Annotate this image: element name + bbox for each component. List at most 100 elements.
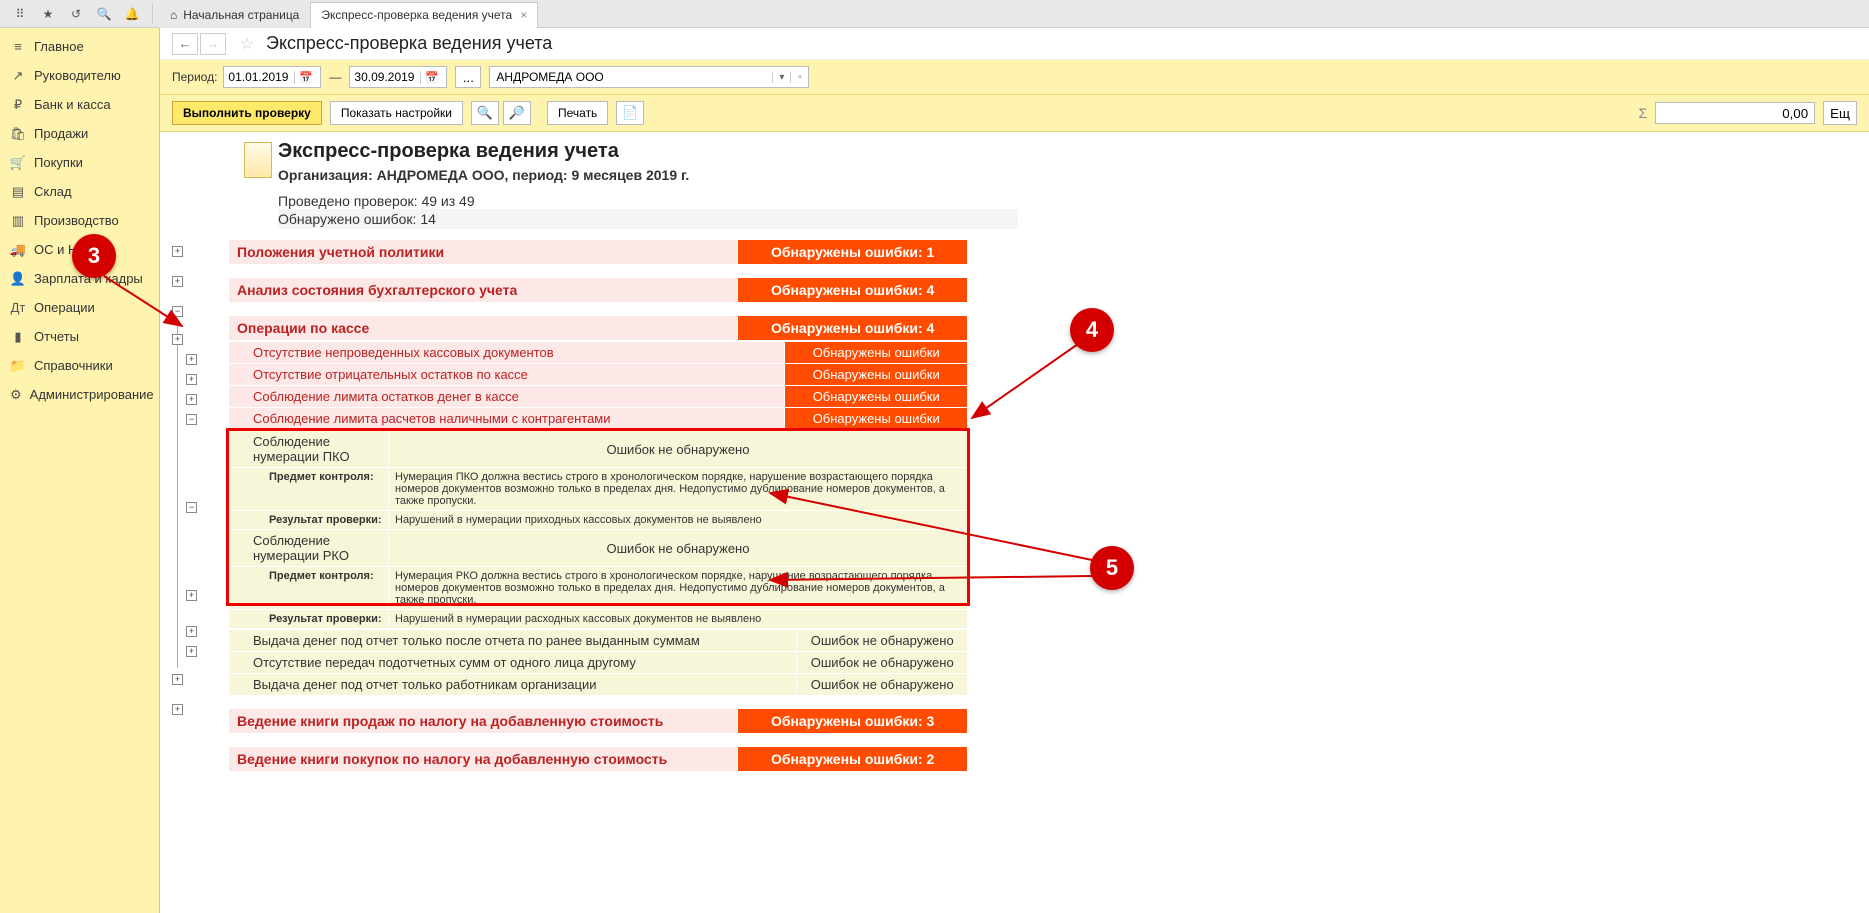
expander-plus[interactable]: + — [172, 246, 183, 257]
apps-icon[interactable]: ⠿ — [10, 4, 30, 24]
detail-label: Предмет контроля: — [229, 468, 389, 511]
expander-minus[interactable]: − — [172, 306, 183, 317]
sum-field[interactable] — [1655, 102, 1815, 124]
sidebar-item-label: Операции — [34, 300, 95, 315]
sidebar-item-label: Склад — [34, 184, 72, 199]
sub-status: Ошибок не обнаружено — [797, 630, 968, 652]
expander-plus[interactable]: + — [186, 394, 197, 405]
sidebar-icon: ▮ — [10, 329, 26, 345]
sub-name: Выдача денег под отчет только после отче… — [229, 630, 797, 652]
kassa-ok-rows: Выдача денег под отчет только после отче… — [228, 629, 968, 696]
expander-plus[interactable]: + — [186, 626, 197, 637]
sidebar-item-label: Продажи — [34, 126, 88, 141]
page-header: ← → ☆ Экспресс-проверка ведения учета — [160, 28, 1869, 60]
filter-bar: Период: 📅 — 📅 ... ▾ ▫ — [160, 60, 1869, 95]
date-from-field[interactable] — [224, 70, 294, 84]
sidebar-item-label: Справочники — [34, 358, 113, 373]
expander-minus[interactable]: − — [186, 414, 197, 425]
org-field[interactable] — [490, 70, 772, 84]
calendar-icon[interactable]: 📅 — [294, 71, 316, 84]
sidebar-item-12[interactable]: ⚙Администрирование — [0, 380, 159, 409]
expander-minus[interactable]: − — [186, 502, 197, 513]
section-table-kassa: Операции по кассе Обнаружены ошибки: 4 — [228, 315, 968, 341]
expander-plus[interactable]: + — [186, 374, 197, 385]
date-from-input[interactable]: 📅 — [223, 66, 321, 88]
zoom-in-icon[interactable]: 🔍 — [471, 101, 499, 125]
date-to-field[interactable] — [350, 70, 420, 84]
org-select[interactable]: ▾ ▫ — [489, 66, 809, 88]
sidebar-item-label: Покупки — [34, 155, 83, 170]
calendar-icon[interactable]: 📅 — [420, 71, 442, 84]
sidebar-item-0[interactable]: ≡Главное — [0, 32, 159, 61]
sidebar-icon: 👤 — [10, 271, 26, 287]
search-icon[interactable]: 🔍 — [94, 4, 114, 24]
tab-active-label: Экспресс-проверка ведения учета — [321, 8, 512, 22]
sidebar-item-2[interactable]: ₽Банк и касса — [0, 90, 159, 119]
expander-plus[interactable]: + — [186, 646, 197, 657]
sidebar-item-3[interactable]: 🛍Продажи — [0, 119, 159, 148]
sub-status: Обнаружены ошибки — [785, 386, 968, 408]
sidebar-item-label: Руководителю — [34, 68, 121, 83]
detail-label: Предмет контроля: — [229, 567, 389, 610]
sub-status: Ошибок не обнаружено — [797, 652, 968, 674]
annotation-marker-3: 3 — [72, 234, 116, 278]
period-picker-button[interactable]: ... — [455, 66, 481, 88]
favorite-icon[interactable]: ☆ — [236, 33, 258, 55]
detail-label: Результат проверки: — [229, 511, 389, 530]
history-icon[interactable]: ↺ — [66, 4, 86, 24]
star-icon[interactable]: ★ — [38, 4, 58, 24]
sub-status: Обнаружены ошибки — [785, 342, 968, 364]
sidebar-item-9[interactable]: ДтОперации — [0, 293, 159, 322]
sidebar-item-4[interactable]: 🛒Покупки — [0, 148, 159, 177]
annotation-marker-4: 4 — [1070, 308, 1114, 352]
open-icon[interactable]: ▫ — [790, 72, 808, 83]
print-settings-icon[interactable]: 📄 — [616, 101, 644, 125]
kassa-subrows: Отсутствие непроведенных кассовых докуме… — [228, 341, 968, 430]
detail-text: Нумерация РКО должна вестись строго в хр… — [389, 567, 968, 610]
dropdown-icon[interactable]: ▾ — [772, 72, 790, 83]
more-button[interactable]: Ещ — [1823, 101, 1857, 125]
sidebar-item-10[interactable]: ▮Отчеты — [0, 322, 159, 351]
divider — [152, 4, 153, 24]
sub-name: Соблюдение нумерации ПКО — [229, 431, 389, 468]
sum-box: Σ — [1638, 102, 1823, 124]
sidebar-item-11[interactable]: 📁 Справочники — [0, 351, 159, 380]
sidebar-item-5[interactable]: ▤Склад — [0, 177, 159, 206]
sub-status: Обнаружены ошибки — [785, 408, 968, 430]
expander-plus[interactable]: + — [172, 674, 183, 685]
expander-plus[interactable]: + — [186, 590, 197, 601]
sidebar-item-1[interactable]: ↗ Руководителю — [0, 61, 159, 90]
sidebar-item-label: Администрирование — [30, 387, 154, 402]
sidebar-icon: ↗ — [10, 68, 26, 84]
sidebar-icon: 📁 — [10, 358, 26, 374]
expander-plus[interactable]: + — [186, 354, 197, 365]
expander-plus[interactable]: + — [172, 334, 183, 345]
sub-name: Отсутствие непроведенных кассовых докуме… — [229, 342, 785, 364]
detail-text: Нумерация ПКО должна вестись строго в хр… — [389, 468, 968, 511]
close-icon[interactable]: × — [520, 8, 527, 22]
section-status: Обнаружены ошибки: 4 — [738, 316, 968, 341]
run-check-button[interactable]: Выполнить проверку — [172, 101, 322, 125]
dash: — — [329, 70, 341, 84]
sidebar-item-6[interactable]: ▥Производство — [0, 206, 159, 235]
print-button[interactable]: Печать — [547, 101, 608, 125]
section-name: Операции по кассе — [229, 316, 738, 341]
detail-text: Нарушений в нумерации расходных кассовых… — [389, 610, 968, 629]
sidebar-item-label: Банк и касса — [34, 97, 111, 112]
section-status: Обнаружены ошибки: 1 — [738, 240, 968, 265]
report-body: Экспресс-проверка ведения учета Организа… — [160, 130, 1869, 913]
section-status: Обнаружены ошибки: 2 — [738, 747, 968, 772]
tab-active[interactable]: Экспресс-проверка ведения учета × — [310, 2, 538, 28]
bell-icon[interactable]: 🔔 — [122, 4, 142, 24]
sidebar-item-label: Главное — [34, 39, 84, 54]
tab-home[interactable]: ⌂ Начальная страница — [159, 2, 310, 28]
show-settings-button[interactable]: Показать настройки — [330, 101, 463, 125]
expander-plus[interactable]: + — [172, 276, 183, 287]
nav-back-button[interactable]: ← — [172, 33, 198, 55]
sub-name: Отсутствие передач подотчетных сумм от о… — [229, 652, 797, 674]
nav-forward-button[interactable]: → — [200, 33, 226, 55]
expander-plus[interactable]: + — [172, 704, 183, 715]
zoom-out-icon[interactable]: 🔎 — [503, 101, 531, 125]
date-to-input[interactable]: 📅 — [349, 66, 447, 88]
checks-done: Проведено проверок: 49 из 49 — [278, 193, 1857, 209]
